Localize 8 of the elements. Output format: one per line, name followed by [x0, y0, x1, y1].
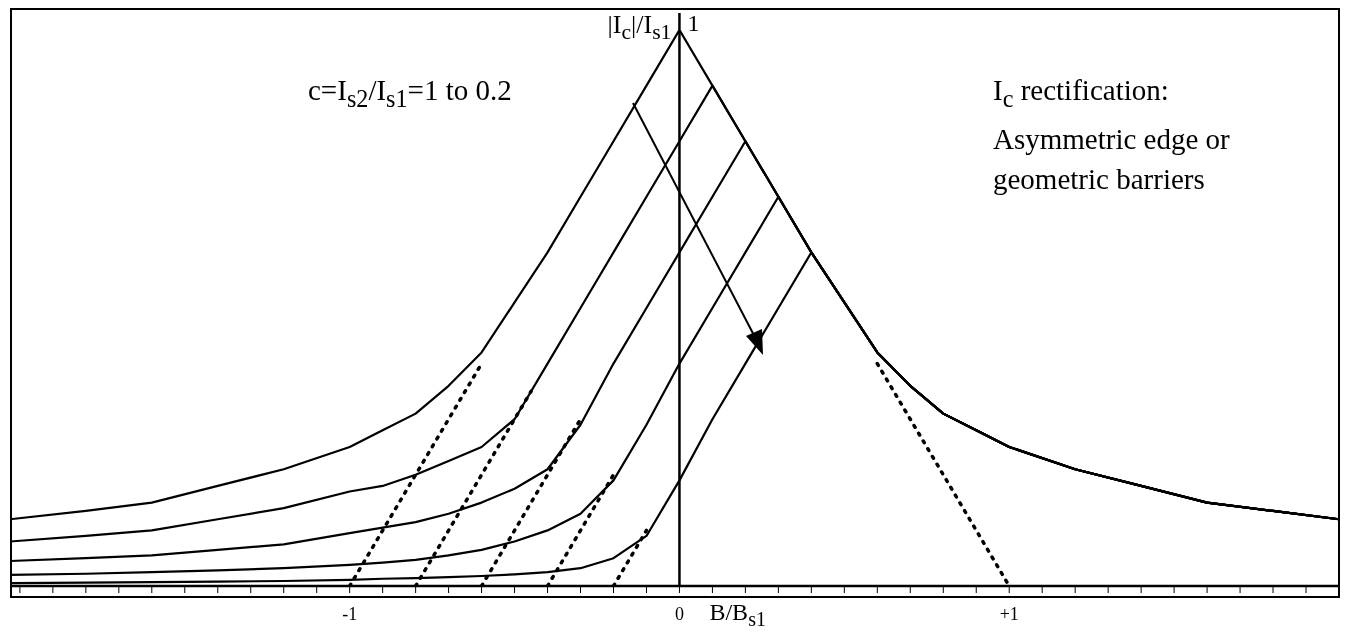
- x-axis-title: B/B$_{s1}$: [709, 599, 766, 631]
- annotation: c=I$_{s2}$/I$_{s1}$=1 to 0.2: [308, 73, 512, 114]
- x-tick-label: -1: [342, 603, 358, 624]
- annotation: 1: [687, 10, 700, 37]
- x-tick-label: +1: [999, 603, 1019, 624]
- y-axis-title: |I$_{c}$|/I$_{s1}$: [607, 10, 672, 46]
- x-tick-label: 0: [674, 603, 684, 624]
- annotation: I$_{c}$ rectification: Asymmetric edge or geometric barriers: [993, 73, 1230, 197]
